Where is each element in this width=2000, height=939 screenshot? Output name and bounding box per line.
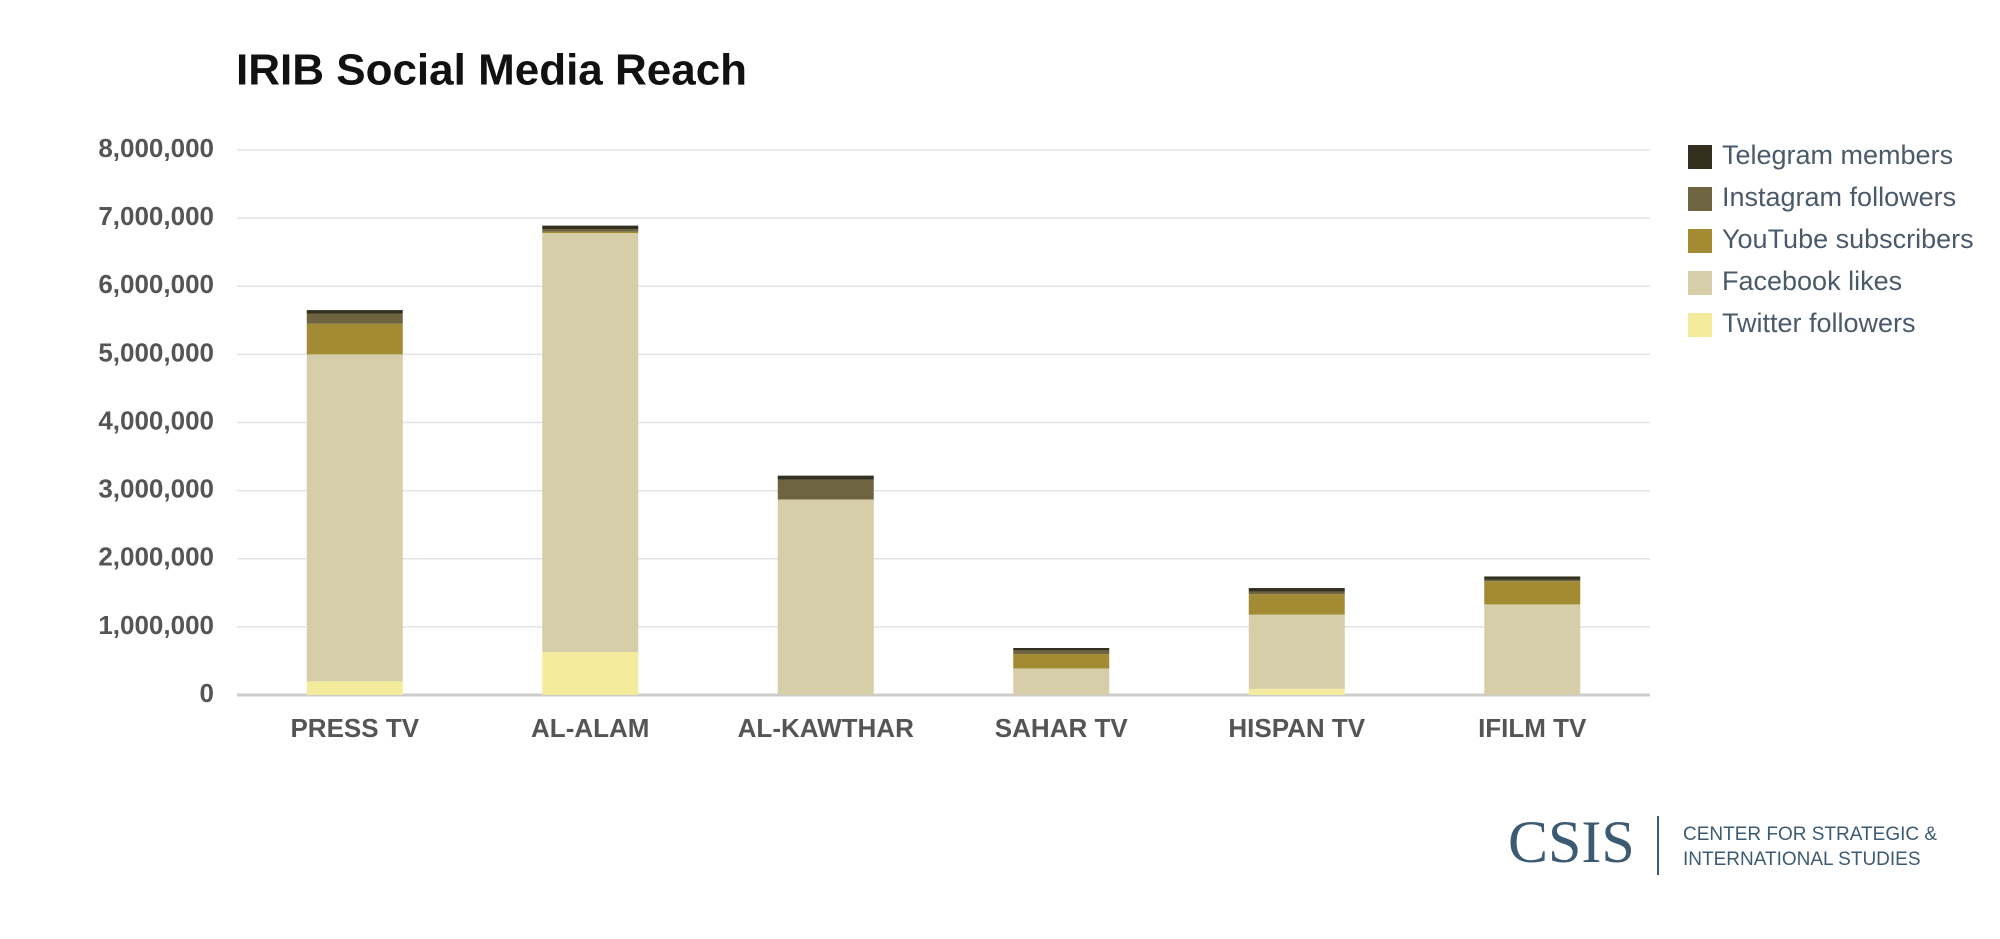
logo-line: INTERNATIONAL STUDIES: [1683, 849, 1921, 870]
bar-segment: [1484, 604, 1581, 695]
y-tick-label: 1,000,000: [98, 610, 214, 640]
y-tick-label: 2,000,000: [98, 542, 214, 572]
logo-line: CENTER FOR STRATEGIC &: [1683, 824, 1937, 845]
bar-segment: [542, 233, 639, 653]
bar-segment: [306, 313, 403, 324]
bar-segment: [542, 225, 639, 230]
bar-segment: [1248, 588, 1345, 592]
legend-swatch: [1688, 229, 1712, 253]
bar-segment: [306, 354, 403, 682]
bar-segment: [1484, 576, 1581, 580]
y-tick-label: 6,000,000: [98, 269, 214, 299]
x-tick-label: AL-ALAM: [531, 713, 649, 743]
legend-label: Telegram members: [1722, 140, 1953, 170]
bar-segment: [306, 310, 403, 314]
bar-segment: [306, 681, 403, 695]
bar-segment: [306, 323, 403, 355]
bar-segment: [1013, 654, 1110, 669]
bar-segment: [1248, 614, 1345, 689]
bar-segment: [1248, 594, 1345, 615]
y-tick-label: 3,000,000: [98, 474, 214, 504]
legend-label: YouTube subscribers: [1722, 224, 1974, 254]
bar-segment: [542, 229, 639, 232]
bar-segment: [777, 499, 874, 695]
y-tick-label: 5,000,000: [98, 337, 214, 367]
y-tick-label: 0: [200, 678, 214, 708]
legend-label: Twitter followers: [1722, 308, 1916, 338]
bar-segment: [1248, 688, 1345, 695]
logo-name: CSIS: [1508, 809, 1635, 875]
x-tick-label: SAHAR TV: [995, 713, 1129, 743]
legend-label: Facebook likes: [1722, 266, 1902, 296]
x-tick-label: IFILM TV: [1478, 713, 1587, 743]
legend-swatch: [1688, 313, 1712, 337]
bar-segment: [1013, 650, 1110, 655]
bar-segment: [1013, 647, 1110, 651]
legend-swatch: [1688, 271, 1712, 295]
y-tick-label: 4,000,000: [98, 405, 214, 435]
legend-swatch: [1688, 145, 1712, 169]
bar-segment: [542, 231, 639, 234]
bar-segment: [1248, 591, 1345, 595]
bar-segment: [1484, 579, 1581, 582]
bar-segment: [542, 652, 639, 695]
x-tick-label: HISPAN TV: [1228, 713, 1365, 743]
y-tick-label: 8,000,000: [98, 133, 214, 163]
x-tick-label: AL-KAWTHAR: [738, 713, 914, 743]
bar-segment: [777, 479, 874, 500]
x-tick-label: PRESS TV: [290, 713, 419, 743]
legend-label: Instagram followers: [1722, 182, 1956, 212]
bar-segment: [1484, 581, 1581, 605]
chart-title: IRIB Social Media Reach: [236, 46, 747, 95]
bar-segment: [777, 475, 874, 480]
y-tick-label: 7,000,000: [98, 201, 214, 231]
bar-segment: [1013, 668, 1110, 695]
legend-swatch: [1688, 187, 1712, 211]
